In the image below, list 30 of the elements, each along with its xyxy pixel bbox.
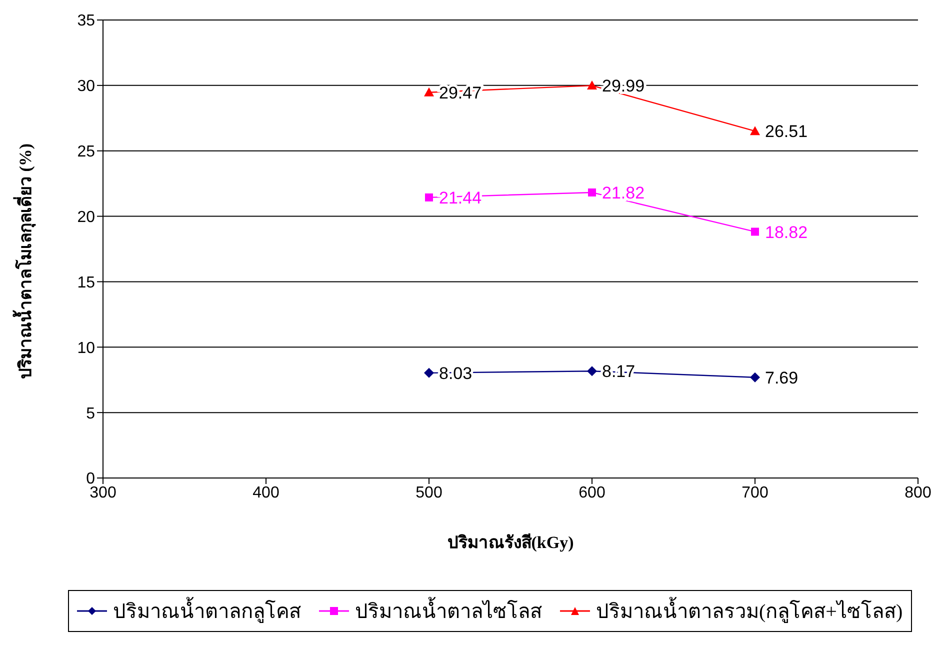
y-tick-label: 35 — [77, 12, 96, 30]
legend-label: ปริมาณน้ำตาลรวม(กลูโคส+ไซโลส) — [596, 596, 903, 625]
y-tick-label: 10 — [77, 340, 96, 357]
point — [424, 87, 434, 96]
data-label: 21.82 — [602, 184, 645, 203]
point — [424, 368, 434, 378]
legend-label: ปริมาณน้ำตาลไซโลส — [355, 596, 542, 625]
y-tick-label: 5 — [86, 405, 96, 422]
y-axis-title: ปริมาณน้ำตาลโมเลกุลเดี่ยว (%) — [12, 143, 36, 379]
point — [750, 126, 760, 136]
data-label: 7.69 — [765, 368, 798, 388]
legend-label: ปริมาณน้ำตาลกลูโคส — [113, 596, 301, 625]
data-label: 26.51 — [765, 122, 808, 142]
point — [750, 372, 760, 382]
x-tick-label: 600 — [578, 484, 606, 502]
y-tick-label: 25 — [77, 144, 96, 161]
x-tick-label: 400 — [252, 484, 280, 502]
x-tick-label: 700 — [742, 484, 768, 502]
point — [425, 193, 433, 202]
x-tick-label: 800 — [904, 484, 932, 502]
y-tick-label: 30 — [77, 78, 96, 96]
point — [587, 80, 597, 90]
point — [587, 366, 597, 376]
x-tick-label: 500 — [416, 484, 442, 502]
x-axis-title: ปริมาณรังสี(kGy) — [447, 532, 574, 552]
point — [588, 188, 596, 196]
y-tick-label: 20 — [77, 208, 96, 226]
y-tick-label: 15 — [77, 274, 96, 292]
point — [751, 228, 759, 236]
data-label: 18.82 — [765, 222, 808, 242]
